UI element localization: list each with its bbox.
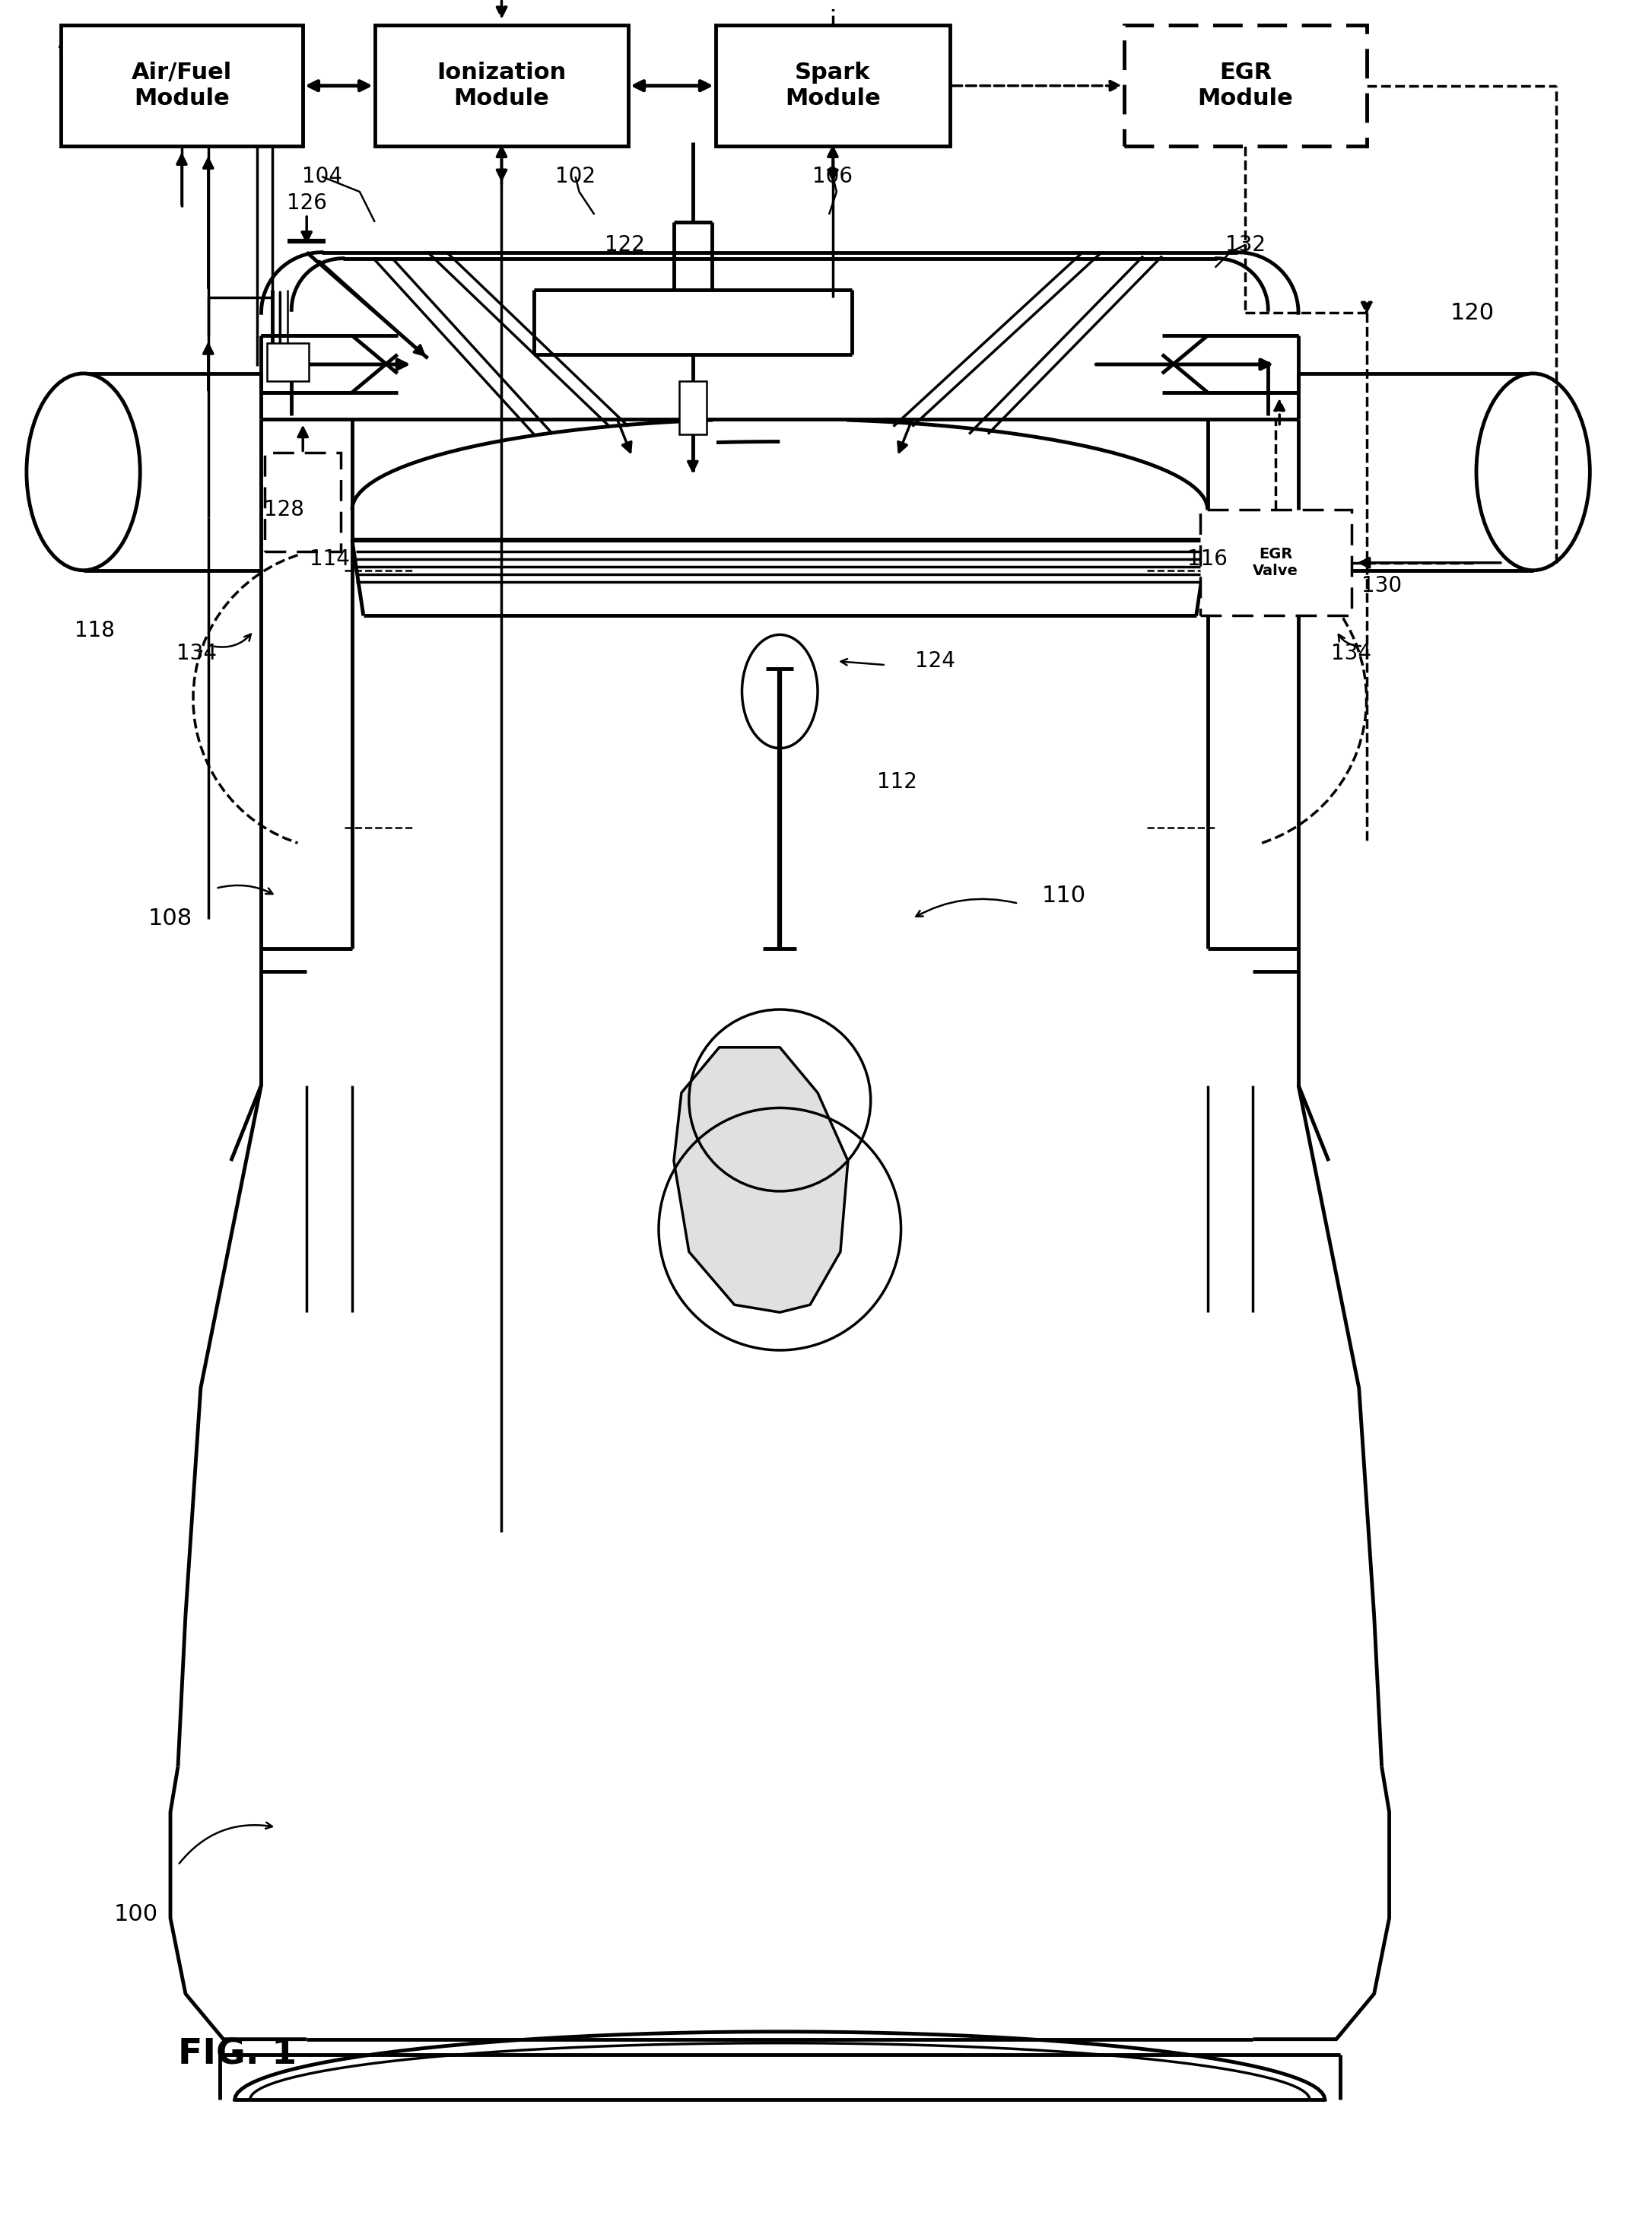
Text: 130: 130	[1361, 575, 1403, 595]
Text: 134: 134	[177, 642, 216, 664]
Bar	[1125, 24, 1366, 147]
Bar	[1199, 509, 1351, 615]
Ellipse shape	[26, 373, 140, 571]
Bar	[679, 380, 707, 433]
Ellipse shape	[742, 635, 818, 749]
Bar	[375, 24, 628, 147]
Text: EGR
Module: EGR Module	[1198, 62, 1294, 109]
Text: 104: 104	[302, 167, 342, 187]
Text: 106: 106	[813, 167, 852, 187]
Text: FIG. 1: FIG. 1	[178, 2038, 297, 2071]
Text: EGR
Valve: EGR Valve	[1252, 547, 1298, 578]
Text: 116: 116	[1188, 549, 1227, 569]
Text: 112: 112	[877, 771, 917, 793]
Ellipse shape	[1477, 373, 1589, 571]
Text: Ionization
Module: Ionization Module	[436, 62, 567, 109]
Text: 128: 128	[264, 500, 304, 520]
Text: Air/Fuel
Module: Air/Fuel Module	[132, 62, 231, 109]
Bar	[268, 342, 309, 380]
Text: 126: 126	[286, 193, 327, 213]
Text: 132: 132	[1226, 233, 1265, 256]
Text: 122: 122	[605, 233, 644, 256]
Text: 108: 108	[149, 907, 193, 929]
Text: Spark
Module: Spark Module	[785, 62, 881, 109]
Text: 102: 102	[555, 167, 596, 187]
Text: 100: 100	[114, 1904, 159, 1924]
Polygon shape	[674, 1047, 847, 1313]
Text: 120: 120	[1450, 302, 1495, 324]
Bar	[715, 24, 950, 147]
Text: 134: 134	[1332, 642, 1371, 664]
Text: 124: 124	[915, 651, 955, 671]
Text: 114: 114	[309, 549, 350, 569]
Text: 118: 118	[74, 620, 114, 642]
Bar	[61, 24, 302, 147]
Text: 110: 110	[1042, 884, 1085, 907]
Bar	[264, 453, 340, 551]
